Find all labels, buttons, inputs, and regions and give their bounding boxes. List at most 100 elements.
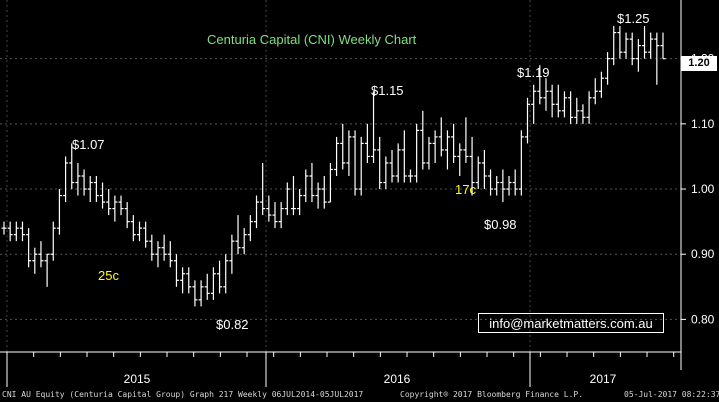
ohlc-bar — [592, 78, 598, 105]
ohlc-bar — [260, 162, 266, 216]
grid-lines — [0, 0, 681, 352]
year-label: 2015 — [124, 372, 151, 386]
ohlc-bar — [272, 202, 278, 229]
ohlc-bar — [278, 202, 284, 229]
ohlc-bar — [481, 149, 487, 190]
ohlc-bar — [346, 130, 352, 176]
ohlc-bar — [438, 117, 444, 157]
ohlc-bar — [327, 162, 333, 203]
ohlc-bar — [475, 156, 481, 190]
ohlc-bar — [561, 91, 567, 118]
y-axis-ticks: 0.80 0.90 1.00 1.10 1.20 — [681, 52, 715, 326]
ohlc-bar — [383, 156, 389, 190]
contact-email-box[interactable]: info@marketmatters.com.au — [478, 313, 664, 333]
y-tick-label: 0.80 — [691, 312, 715, 326]
ohlc-bar — [444, 130, 450, 170]
ohlc-bar — [549, 84, 555, 118]
ohlc-bar — [63, 156, 69, 203]
ohlc-bar — [56, 189, 62, 235]
ohlc-bar — [210, 267, 216, 300]
ohlc-bar — [426, 136, 432, 170]
ohlc-bar — [93, 176, 99, 203]
ohlc-bar — [100, 182, 106, 209]
ohlc-bar — [161, 234, 167, 261]
annotation-low-2016: $0.98 — [484, 217, 517, 232]
ohlc-bar — [500, 169, 506, 203]
ohlc-bar — [167, 241, 173, 268]
ohlc-bar — [377, 136, 383, 190]
ohlc-bar — [574, 97, 580, 124]
ohlc-bar — [124, 202, 130, 229]
ohlc-bar — [155, 241, 161, 268]
y-tick-label: 0.90 — [691, 247, 715, 261]
ohlc-bar — [617, 26, 623, 59]
ohlc-bar — [463, 117, 469, 163]
ohlc-bar — [290, 176, 296, 216]
ohlc-bar — [180, 267, 186, 294]
ohlc-bar — [321, 176, 327, 209]
ohlc-bar — [506, 176, 512, 196]
ohlc-bar — [130, 215, 136, 242]
ohlc-bar — [568, 91, 574, 124]
ohlc-bar — [488, 169, 494, 196]
ohlc-bar — [235, 215, 241, 255]
annotation-high-2017b: $1.25 — [617, 11, 650, 26]
ohlc-bar — [38, 241, 44, 268]
ohlc-bar — [451, 123, 457, 163]
annotation-17c: 17c — [455, 182, 476, 197]
ohlc-bar — [395, 143, 401, 183]
ohlc-bar — [420, 110, 426, 170]
ohlc-bar — [297, 189, 303, 216]
ohlc-bar — [7, 221, 13, 242]
ohlc-bar — [407, 169, 413, 183]
year-label: 2017 — [590, 372, 617, 386]
annotation-high-2014: $1.07 — [72, 137, 105, 152]
ohlc-bar — [389, 149, 395, 183]
ohlc-bar — [352, 130, 358, 196]
ohlc-bar — [605, 52, 611, 85]
ohlc-bar — [525, 97, 531, 144]
ohlc-bar — [580, 104, 586, 124]
annotation-low-2015: $0.82 — [216, 317, 249, 332]
ohlc-bar — [229, 234, 235, 274]
ohlc-bar — [81, 169, 87, 196]
chart-title: Centuria Capital (CNI) Weekly Chart — [207, 32, 417, 47]
year-label: 2016 — [384, 372, 411, 386]
ohlc-bar — [648, 32, 654, 59]
ohlc-bar — [414, 123, 420, 183]
ohlc-bar — [1, 221, 7, 235]
footer-security-info: CNI AU Equity (Centuria Capital Group) G… — [2, 390, 364, 399]
annotation-high-2017a: $1.19 — [517, 65, 550, 80]
ohlc-bar — [611, 26, 617, 66]
ohlc-bar — [340, 123, 346, 170]
ohlc-bar — [309, 162, 315, 203]
ohlc-bars — [1, 26, 666, 307]
ohlc-bar — [266, 195, 272, 222]
ohlc-bar — [469, 136, 475, 196]
ohlc-bar — [635, 39, 641, 72]
ohlc-bar — [44, 253, 50, 287]
ohlc-bar — [654, 32, 660, 85]
ohlc-bar — [204, 273, 210, 300]
footer-timestamp: 05-Jul-2017 08:22:37 — [624, 390, 719, 399]
ohlc-bar — [19, 221, 25, 242]
ohlc-bar — [586, 91, 592, 124]
y-tick-label: 1.00 — [691, 182, 715, 196]
ohlc-bar — [358, 136, 364, 196]
ohlc-bar — [334, 136, 340, 176]
ohlc-bar — [136, 221, 142, 242]
ohlc-bar — [192, 280, 198, 307]
footer-copyright: Copyright® 2017 Bloomberg Finance L.P. — [400, 390, 584, 399]
ohlc-bar — [32, 247, 38, 274]
ohlc-bar — [598, 71, 604, 98]
ohlc-bar — [494, 176, 500, 196]
ohlc-bar — [106, 189, 112, 216]
ohlc-bar — [284, 182, 290, 216]
ohlc-bar — [118, 195, 124, 216]
ohlc-bar — [512, 169, 518, 196]
ohlc-bar — [364, 123, 370, 163]
ohlc-bar — [371, 91, 377, 163]
x-axis: 2015 2016 2017 — [6, 352, 675, 387]
